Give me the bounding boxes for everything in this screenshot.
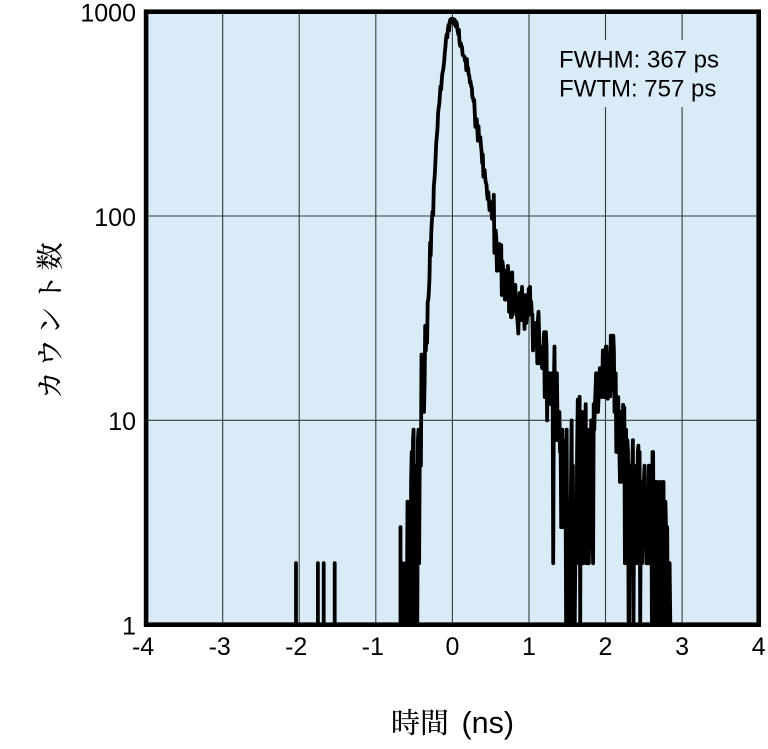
svg-text:1: 1 — [122, 613, 136, 641]
svg-text:1: 1 — [522, 633, 536, 661]
svg-text:-3: -3 — [209, 633, 231, 661]
svg-text:10: 10 — [108, 408, 136, 436]
svg-text:-2: -2 — [285, 633, 307, 661]
svg-text:-1: -1 — [362, 633, 384, 661]
svg-text:1000: 1000 — [80, 0, 136, 28]
svg-text:3: 3 — [675, 633, 689, 661]
svg-text:FWTM: 757 ps: FWTM: 757 ps — [559, 76, 716, 103]
svg-text:0: 0 — [445, 633, 459, 661]
svg-text:(ns): (ns) — [462, 706, 515, 740]
svg-text:100: 100 — [94, 204, 136, 232]
svg-text:FWHM: 367 ps: FWHM: 367 ps — [559, 47, 719, 74]
svg-text:2: 2 — [599, 633, 613, 661]
svg-text:-4: -4 — [132, 633, 154, 661]
svg-text:4: 4 — [752, 633, 766, 661]
